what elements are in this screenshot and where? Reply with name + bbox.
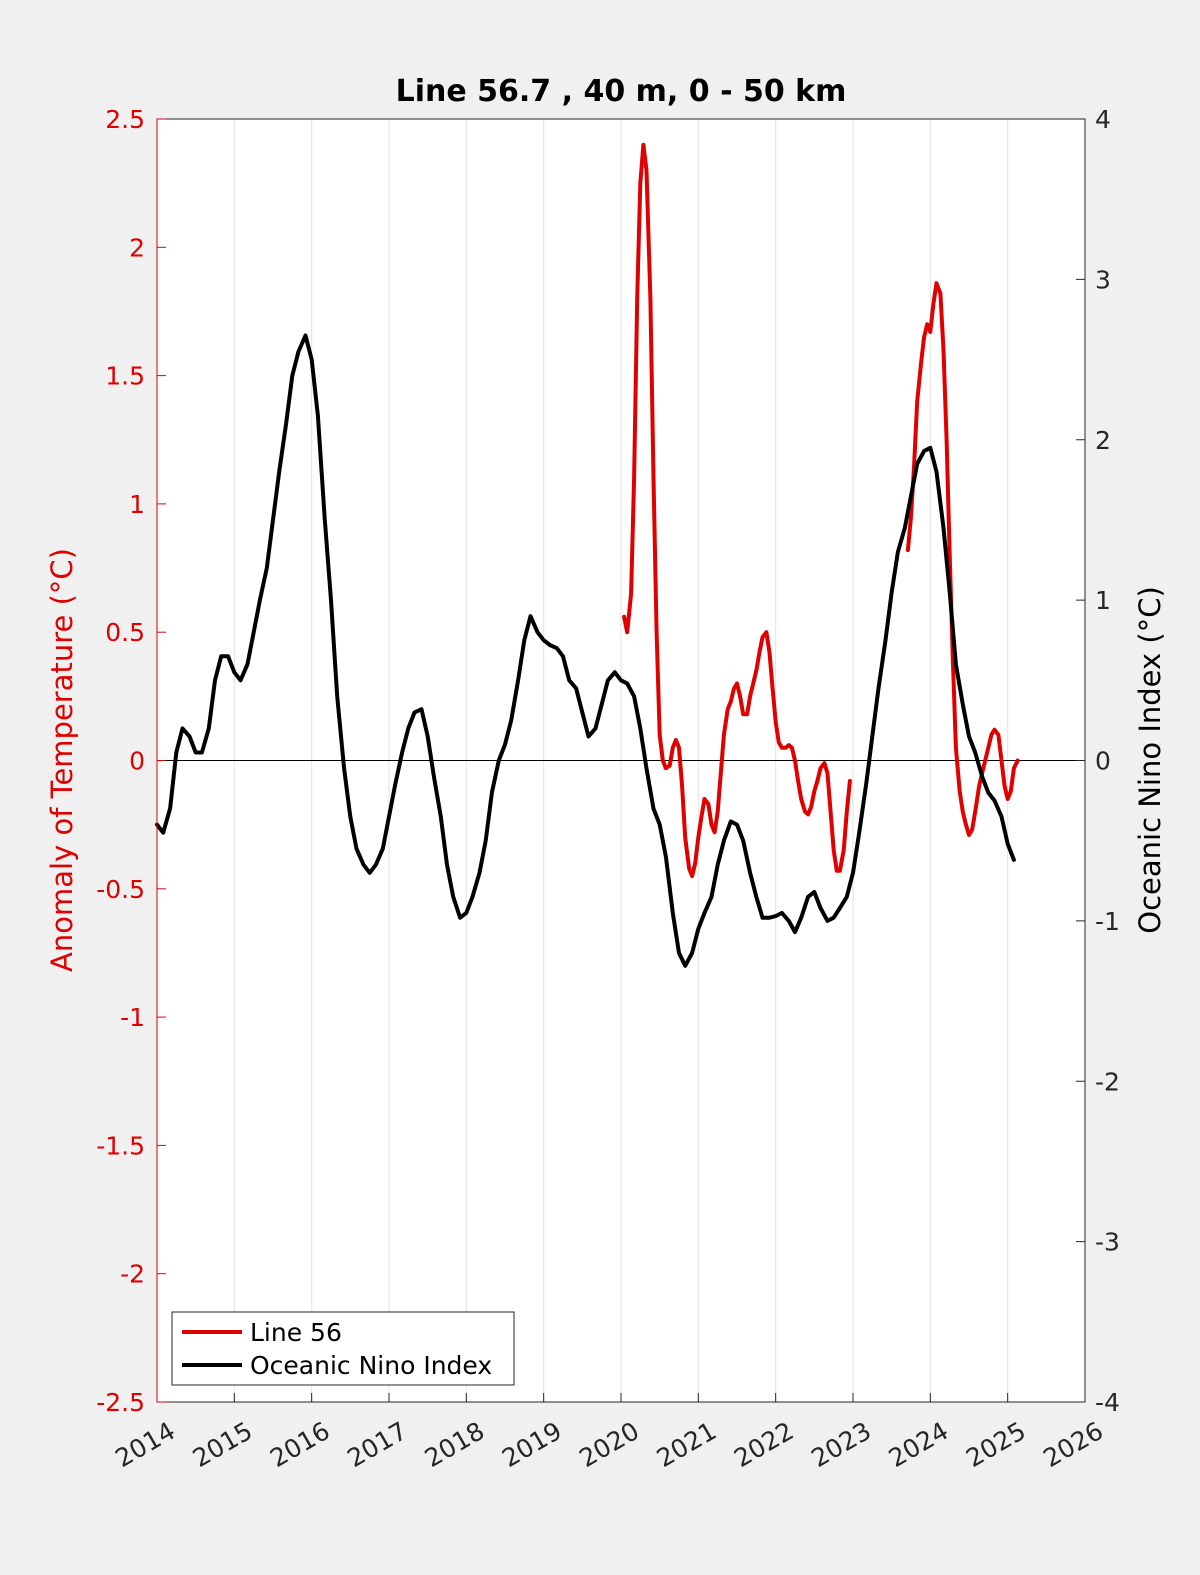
y-axis-left-label: Anomaly of Temperature (°C) [45, 548, 79, 972]
y-left-tick-label: 1.5 [105, 362, 145, 391]
x-tick-label: 2024 [884, 1416, 954, 1473]
y-right-tick-label: 4 [1095, 105, 1111, 134]
y-right-tick-label: -1 [1095, 907, 1120, 936]
x-tick-label: 2019 [497, 1416, 567, 1473]
y-left-tick-label: 2.5 [105, 105, 145, 134]
y-right-tick-label: -3 [1095, 1228, 1120, 1257]
y-right-tick-label: 3 [1095, 265, 1111, 294]
y-left-tick-label: 2 [129, 233, 145, 262]
x-tick-label: 2015 [188, 1416, 258, 1473]
y-left-tick-label: -1.5 [96, 1131, 145, 1160]
x-tick-label: 2021 [652, 1416, 722, 1473]
legend-label-oni: Oceanic Nino Index [250, 1351, 492, 1380]
y-left-tick-label: -0.5 [96, 875, 145, 904]
y-left-tick-label: 1 [129, 490, 145, 519]
legend: Line 56 Oceanic Nino Index [171, 1311, 515, 1386]
y-left-tick-label: -1 [120, 1003, 145, 1032]
series-line-line56-segment-1 [905, 281, 1020, 837]
y-right-tick-label: -2 [1095, 1067, 1120, 1096]
x-tick-label: 2023 [806, 1416, 876, 1473]
y-right-tick-label: 2 [1095, 426, 1111, 455]
x-tick-label: 2017 [342, 1416, 412, 1473]
legend-label-line56: Line 56 [250, 1318, 342, 1347]
series [155, 142, 1020, 968]
chart-title: Line 56.7 , 40 m, 0 - 50 km [396, 74, 847, 109]
y-left-tick-label: 0.5 [105, 618, 145, 647]
y-right-tick-label: 0 [1095, 747, 1111, 776]
x-tick-label: 2020 [574, 1416, 644, 1473]
series-line-line56-segment-0 [622, 142, 852, 878]
y-right-tick-label: 1 [1095, 586, 1111, 615]
legend-box [171, 1311, 515, 1386]
y-left-tick-label: -2 [120, 1260, 145, 1289]
y-axis-right-label: Oceanic Nino Index (°C) [1133, 586, 1167, 934]
y-right-tick-label: -4 [1095, 1388, 1120, 1417]
x-tick-label: 2016 [265, 1416, 335, 1473]
y-left-tick-label: 0 [129, 747, 145, 776]
x-tick-label: 2025 [961, 1416, 1031, 1473]
series-line-oni-segment-0 [155, 333, 1016, 968]
y-left-tick-label: -2.5 [96, 1388, 145, 1417]
x-tick-label: 2018 [420, 1416, 490, 1473]
x-tick-label: 2022 [729, 1416, 799, 1473]
x-tick-label: 2026 [1038, 1416, 1108, 1473]
x-tick-label: 2014 [110, 1416, 180, 1473]
